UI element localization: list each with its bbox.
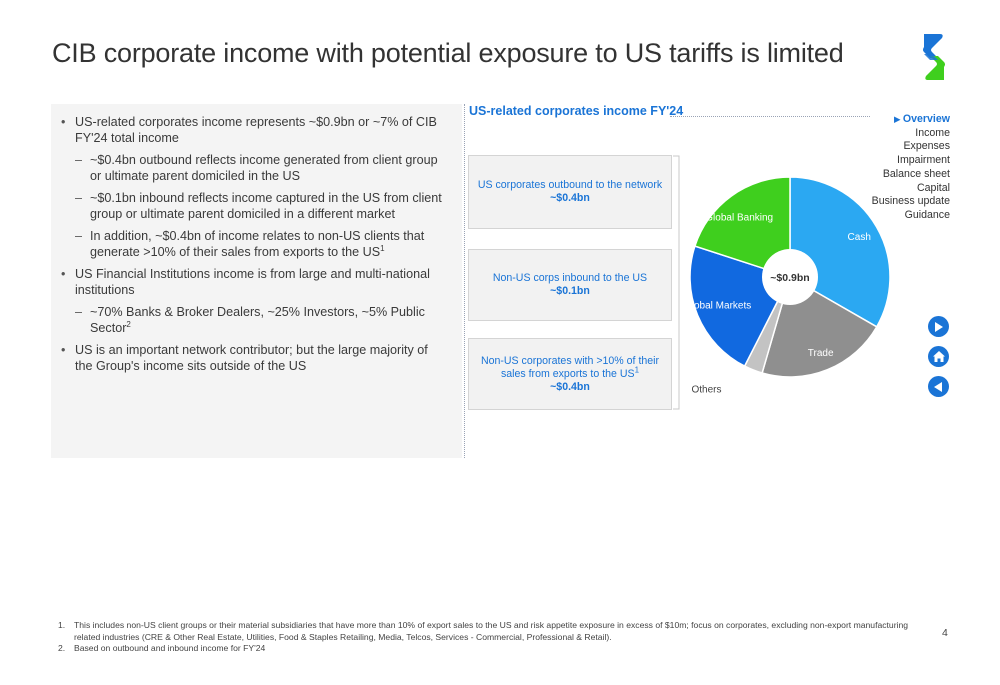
play-icon xyxy=(935,321,943,332)
nav-item-business-update[interactable]: Business update xyxy=(871,195,950,208)
footnote: 1. This includes non-US client groups or… xyxy=(58,620,933,643)
sub-bullet-text: ~$0.1bn inbound reflects income captured… xyxy=(90,191,442,221)
nav-item-balance-sheet[interactable]: Balance sheet xyxy=(882,167,950,180)
previous-slide-button[interactable] xyxy=(928,376,949,397)
footnote-ref: 1 xyxy=(380,243,385,253)
box-value: ~$0.4bn xyxy=(550,192,590,204)
page-number: 4 xyxy=(942,627,948,639)
box-label: US corporates outbound to the network xyxy=(477,179,663,191)
footnote-number: 2. xyxy=(58,643,66,653)
section-nav: Overview Income Expenses Impairment Bala… xyxy=(872,113,950,223)
chart-title-rule xyxy=(670,116,870,117)
box-value: ~$0.4bn xyxy=(550,380,590,393)
pie-label-others: Others xyxy=(691,384,721,395)
nav-item-expenses[interactable]: Expenses xyxy=(903,140,950,153)
footnote-ref: 2 xyxy=(126,319,131,329)
home-button[interactable] xyxy=(928,346,949,367)
bullet-text: US is an important network contributor; … xyxy=(75,343,428,373)
sub-bullet-text: ~70% Banks & Broker Dealers, ~25% Invest… xyxy=(90,305,425,335)
income-box-outbound: US corporates outbound to the network ~$… xyxy=(468,155,672,229)
bullet-item: US is an important network contributor; … xyxy=(61,342,448,374)
box-label: Non-US corps inbound to the US xyxy=(492,272,648,284)
footnote: 2. Based on outbound and inbound income … xyxy=(58,643,933,655)
income-box-inbound: Non-US corps inbound to the US ~$0.1bn xyxy=(468,249,672,321)
nav-item-income[interactable]: Income xyxy=(915,126,950,139)
bullet-item: US Financial Institutions income is from… xyxy=(61,266,448,336)
home-icon xyxy=(932,351,945,362)
sub-bullet-text: In addition, ~$0.4bn of income relates t… xyxy=(90,229,425,259)
nav-item-impairment[interactable]: Impairment xyxy=(897,154,950,167)
page-title: CIB corporate income with potential expo… xyxy=(52,38,844,68)
grouping-bracket xyxy=(673,155,680,410)
footnote-text: This includes non-US client groups or th… xyxy=(74,620,909,642)
footnote-text: Based on outbound and inbound income for… xyxy=(74,643,266,653)
nav-item-overview[interactable]: Overview xyxy=(872,113,950,127)
box-value: ~$0.1bn xyxy=(550,285,590,297)
nav-item-capital[interactable]: Capital xyxy=(917,181,950,194)
reverse-icon xyxy=(934,381,942,392)
sub-bullet-item: In addition, ~$0.4bn of income relates t… xyxy=(75,228,448,260)
nav-item-guidance[interactable]: Guidance xyxy=(904,208,950,221)
bullet-text: US Financial Institutions income is from… xyxy=(75,267,430,297)
sub-bullet-item: ~$0.4bn outbound reflects income generat… xyxy=(75,152,448,184)
sub-bullet-item: ~70% Banks & Broker Dealers, ~25% Invest… xyxy=(75,304,448,336)
bullet-item: US-related corporates income represents … xyxy=(61,114,448,260)
pie-slices xyxy=(689,176,891,378)
footnotes: 1. This includes non-US client groups or… xyxy=(58,620,933,655)
next-slide-button[interactable] xyxy=(928,316,949,337)
bullet-text: US-related corporates income represents … xyxy=(75,115,437,145)
income-box-exporters: Non-US corporates with >10% of their sal… xyxy=(468,338,672,410)
bullet-list: US-related corporates income represents … xyxy=(61,114,448,374)
footnote-ref: 1 xyxy=(634,364,640,374)
chart-title: US-related corporates income FY'24 xyxy=(469,104,684,118)
section-divider xyxy=(464,104,465,458)
box-label: Non-US corporates with >10% of their sal… xyxy=(480,354,660,380)
sub-bullet-text: ~$0.4bn outbound reflects income generat… xyxy=(90,153,438,183)
sub-bullet-list: ~$0.4bn outbound reflects income generat… xyxy=(75,152,448,260)
sub-bullet-list: ~70% Banks & Broker Dealers, ~25% Invest… xyxy=(75,304,448,336)
sub-bullet-item: ~$0.1bn inbound reflects income captured… xyxy=(75,190,448,222)
standard-chartered-logo xyxy=(923,34,945,80)
footnote-number: 1. xyxy=(58,620,66,630)
commentary-panel: US-related corporates income represents … xyxy=(51,104,462,458)
